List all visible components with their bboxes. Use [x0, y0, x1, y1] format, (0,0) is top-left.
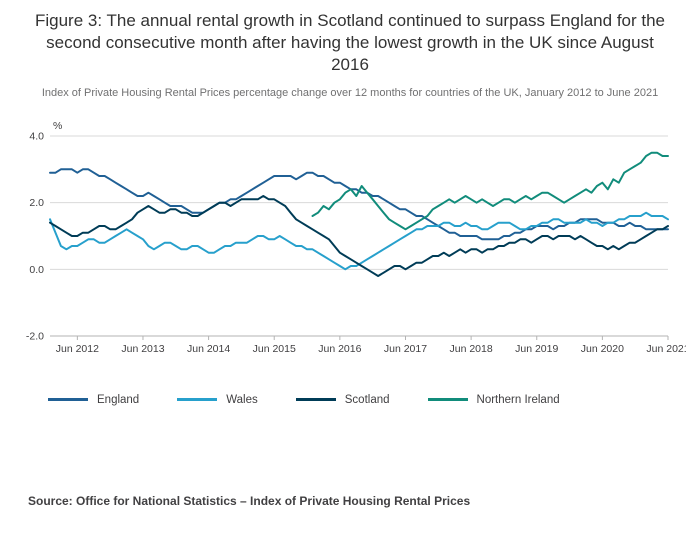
x-tick-label: Jun 2020: [581, 343, 624, 355]
y-axis-unit-label: %: [53, 120, 62, 132]
legend-label: Wales: [226, 393, 258, 406]
legend-label: England: [97, 393, 140, 406]
legend-line-swatch: [295, 398, 336, 402]
legend-label: Scotland: [344, 393, 390, 406]
y-tick-label: -2.0: [26, 330, 44, 342]
x-tick-label: Jun 2014: [187, 343, 230, 355]
line-chart: 4.0 2.0 0.0 -2.0% Jun 2012 Jun 2013 Jun 2014 Ju…: [26, 120, 686, 355]
legend: England Wales Scotland Northern Ireland: [0, 394, 700, 406]
legend-line-swatch: [427, 398, 468, 402]
series-line-northern-ireland: [311, 151, 669, 230]
legend-label: Northern Ireland: [476, 393, 560, 406]
legend-line-swatch: [48, 398, 88, 402]
y-tick-label: 2.0: [29, 197, 44, 209]
source-note: Source: Office for National Statistics –…: [28, 493, 471, 508]
legend-item-england: England: [48, 394, 139, 406]
legend-item-northern-ireland: Northern Ireland: [427, 393, 560, 406]
y-tick-label: 0.0: [29, 264, 44, 276]
x-tick-label: Jun 2013: [121, 343, 164, 355]
x-tick-label: Jun 2017: [384, 343, 427, 355]
figure-subtitle: Index of Private Housing Rental Prices p…: [41, 87, 659, 100]
figure-title: Figure 3: The annual rental growth in Sc…: [34, 11, 666, 75]
chart-area: 4.0 2.0 0.0 -2.0% Jun 2012 Jun 2013 Jun 2014 Ju…: [10, 118, 700, 362]
x-tick-label: Jun 2018: [450, 343, 493, 355]
x-tick-label: Jun 2016: [318, 343, 361, 355]
series-line-wales: [49, 211, 669, 270]
x-tick-label: Jun 2015: [253, 343, 296, 355]
y-tick-label: 4.0: [29, 130, 44, 142]
x-tick-label: Jun 2012: [56, 343, 99, 355]
series-line-scotland: [49, 194, 669, 277]
x-tick-label: Jun 2019: [515, 343, 558, 355]
legend-item-wales: Wales: [177, 394, 258, 406]
series-line-england: [49, 167, 669, 240]
legend-item-scotland: Scotland: [295, 393, 390, 406]
legend-line-swatch: [177, 398, 218, 402]
x-tick-label: Jun 2021: [646, 343, 686, 355]
